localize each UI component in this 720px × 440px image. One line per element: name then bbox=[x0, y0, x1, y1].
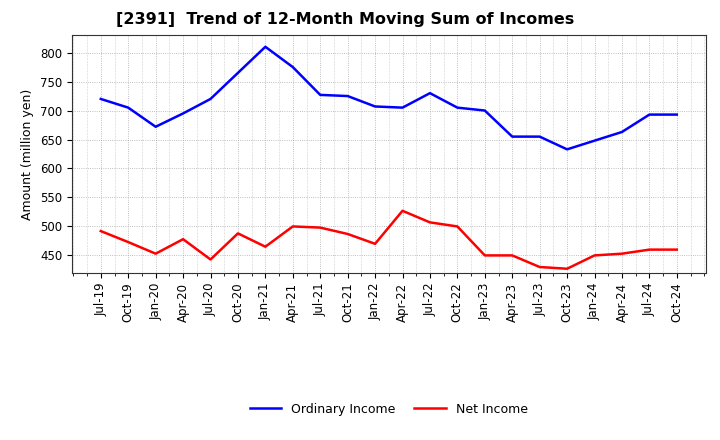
Net Income bbox=[618, 251, 626, 257]
Line: Net Income: Net Income bbox=[101, 211, 677, 269]
Net Income bbox=[563, 266, 572, 271]
Ordinary Income bbox=[563, 147, 572, 152]
Net Income bbox=[96, 228, 105, 234]
Net Income bbox=[536, 264, 544, 270]
Net Income bbox=[343, 231, 352, 237]
Ordinary Income bbox=[261, 44, 270, 49]
Ordinary Income bbox=[508, 134, 516, 139]
Ordinary Income bbox=[206, 96, 215, 102]
Ordinary Income bbox=[453, 105, 462, 110]
Ordinary Income bbox=[480, 108, 489, 113]
Ordinary Income bbox=[316, 92, 325, 98]
Ordinary Income bbox=[645, 112, 654, 117]
Ordinary Income bbox=[96, 96, 105, 102]
Ordinary Income bbox=[590, 138, 599, 143]
Net Income bbox=[261, 244, 270, 249]
Ordinary Income bbox=[398, 105, 407, 110]
Net Income bbox=[124, 239, 132, 245]
Net Income bbox=[480, 253, 489, 258]
Net Income bbox=[233, 231, 242, 236]
Ordinary Income bbox=[151, 124, 160, 129]
Net Income bbox=[508, 253, 516, 258]
Ordinary Income bbox=[426, 91, 434, 96]
Ordinary Income bbox=[289, 64, 297, 70]
Ordinary Income bbox=[124, 105, 132, 110]
Net Income bbox=[426, 220, 434, 225]
Ordinary Income bbox=[233, 70, 242, 76]
Net Income bbox=[672, 247, 681, 252]
Ordinary Income bbox=[536, 134, 544, 139]
Net Income bbox=[289, 224, 297, 229]
Legend: Ordinary Income, Net Income: Ordinary Income, Net Income bbox=[250, 403, 528, 416]
Net Income bbox=[151, 251, 160, 257]
Net Income bbox=[398, 208, 407, 213]
Net Income bbox=[645, 247, 654, 252]
Net Income bbox=[179, 237, 187, 242]
Text: [2391]  Trend of 12-Month Moving Sum of Incomes: [2391] Trend of 12-Month Moving Sum of I… bbox=[117, 12, 575, 27]
Ordinary Income bbox=[618, 129, 626, 135]
Net Income bbox=[316, 225, 325, 230]
Net Income bbox=[206, 257, 215, 262]
Net Income bbox=[371, 241, 379, 246]
Ordinary Income bbox=[343, 93, 352, 99]
Line: Ordinary Income: Ordinary Income bbox=[101, 47, 677, 149]
Net Income bbox=[590, 253, 599, 258]
Ordinary Income bbox=[672, 112, 681, 117]
Net Income bbox=[453, 224, 462, 229]
Ordinary Income bbox=[179, 111, 187, 116]
Ordinary Income bbox=[371, 104, 379, 109]
Y-axis label: Amount (million yen): Amount (million yen) bbox=[22, 88, 35, 220]
